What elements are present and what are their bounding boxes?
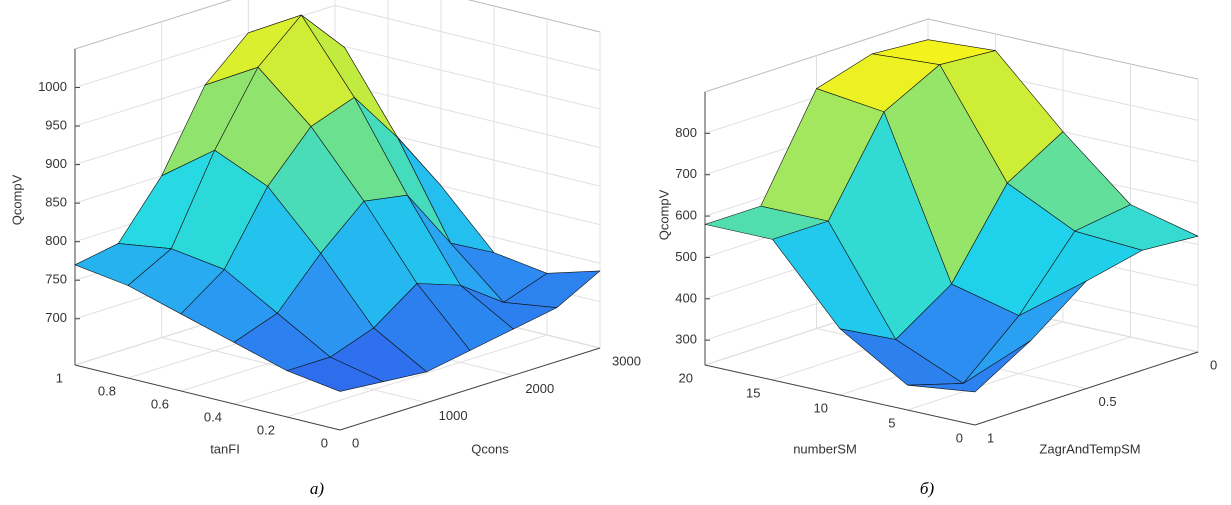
x-tick-label: 15: [746, 385, 760, 400]
axis-line: [339, 347, 601, 431]
grid-line: [286, 334, 548, 418]
z-tick-label: 950: [45, 118, 67, 133]
x-axis-label: tanFI: [210, 441, 240, 456]
caption: б): [920, 479, 935, 498]
y-axis-label: ZagrAndTempSM: [1039, 441, 1140, 456]
grid-line: [334, 43, 601, 110]
grid-line: [334, 5, 601, 72]
axis-line: [974, 351, 1199, 426]
z-tick-label: 400: [675, 290, 697, 305]
z-tick-label: 900: [45, 156, 67, 171]
z-tick-label: 850: [45, 195, 67, 210]
axis-line: [704, 364, 976, 426]
y-tick-label: 1000: [439, 408, 468, 423]
axis-line: [74, 364, 341, 431]
z-tick-label: 500: [675, 249, 697, 264]
surface-patch: [907, 340, 1032, 393]
z-axis-label: QcompV: [9, 174, 24, 225]
x-tick-label: 1: [56, 370, 63, 385]
y-tick-label: 0: [1210, 357, 1217, 372]
y-tick-label: 0: [352, 435, 359, 450]
surface-patch: [286, 356, 384, 392]
z-tick-label: 600: [675, 208, 697, 223]
x-tick-label: 20: [679, 370, 693, 385]
x-tick-label: 0.6: [151, 396, 169, 411]
y-tick-label: 2000: [525, 381, 554, 396]
grid-line: [334, 82, 601, 149]
z-tick-label: 800: [675, 125, 697, 140]
x-tick-label: 0: [321, 435, 328, 450]
x-tick-label: 0: [956, 430, 963, 445]
z-axis-label: QcompV: [656, 189, 671, 240]
y-tick-label: 1: [987, 430, 994, 445]
z-tick-label: 750: [45, 272, 67, 287]
x-axis-label: numberSM: [793, 441, 857, 456]
y-tick-label: 3000: [612, 353, 641, 368]
z-tick-label: 700: [45, 310, 67, 325]
x-tick-label: 0.4: [204, 409, 222, 424]
x-tick-label: 0.8: [98, 383, 116, 398]
x-tick-label: 5: [888, 415, 895, 430]
z-tick-label: 700: [675, 166, 697, 181]
caption: а): [310, 479, 325, 498]
z-tick-label: 800: [45, 233, 67, 248]
z-tick-label: 1000: [38, 79, 67, 94]
y-tick-label: 0.5: [1099, 394, 1117, 409]
z-tick-label: 300: [675, 332, 697, 347]
y-axis-label: Qcons: [471, 441, 509, 456]
x-tick-label: 10: [814, 400, 828, 415]
x-tick-label: 0.2: [257, 422, 275, 437]
